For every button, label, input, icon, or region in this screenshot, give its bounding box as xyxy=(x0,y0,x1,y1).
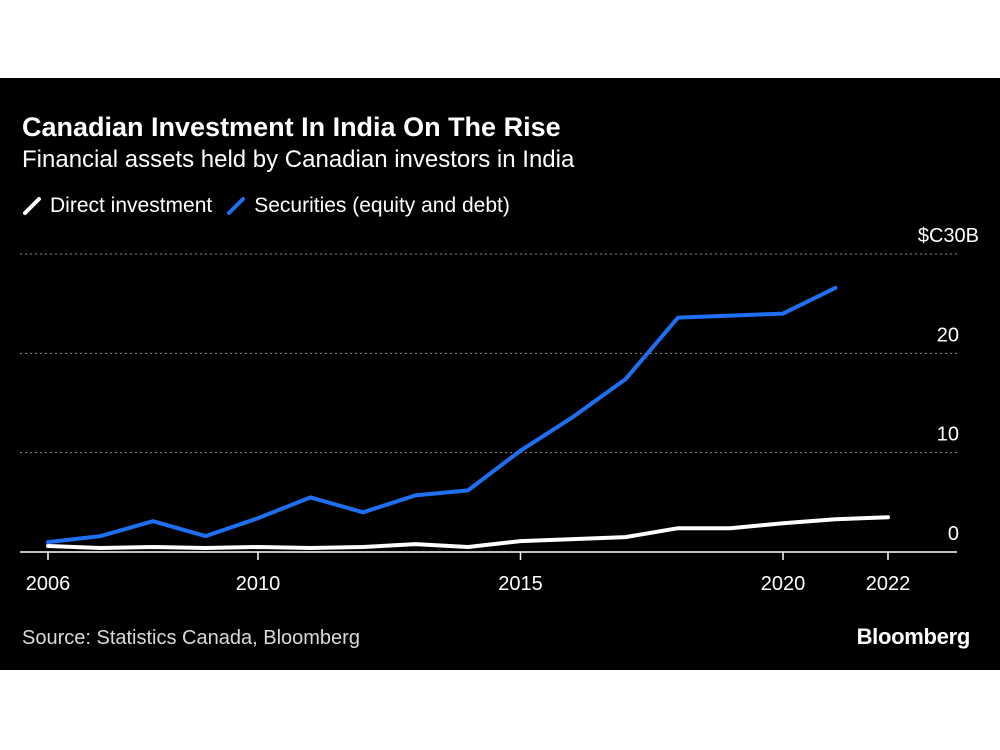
legend-swatch-direct-investment-icon xyxy=(23,197,41,215)
chart-panel: Canadian Investment In India On The Rise… xyxy=(0,78,1000,670)
chart-title: Canadian Investment In India On The Rise xyxy=(22,112,561,142)
legend-swatch-securities-icon xyxy=(227,197,246,215)
legend-label-securities: Securities (equity and debt) xyxy=(254,194,510,217)
x-tick-label-2006: 2006 xyxy=(26,573,71,595)
y-tick-label-10: 10 xyxy=(937,424,959,446)
y-unit-label: $C30B xyxy=(918,225,979,247)
x-tick-label-2020: 2020 xyxy=(761,573,806,595)
chart-subtitle: Financial assets held by Canadian invest… xyxy=(22,146,575,173)
x-tick-label-2015: 2015 xyxy=(498,573,543,595)
legend-label-direct-investment: Direct investment xyxy=(50,194,213,217)
legend-item-securities: Securities (equity and debt) xyxy=(226,194,510,218)
series-line-direct-investment xyxy=(46,515,890,550)
legend-item-direct-investment: Direct investment xyxy=(22,194,212,218)
series-line-securities xyxy=(46,285,838,545)
bloomberg-logo: Bloomberg xyxy=(856,624,971,649)
x-tick-label-2022: 2022 xyxy=(866,573,911,595)
legend: Direct investment Securities (equity and… xyxy=(22,194,524,218)
y-tick-label-20: 20 xyxy=(937,324,959,346)
y-tick-label-0: 0 xyxy=(948,523,959,545)
line-chart: 0 10 20 $C30B 2006 2010 2015 2020 2022 xyxy=(20,225,979,595)
source-note: Source: Statistics Canada, Bloomberg xyxy=(22,627,360,649)
x-tick-label-2010: 2010 xyxy=(236,573,281,595)
